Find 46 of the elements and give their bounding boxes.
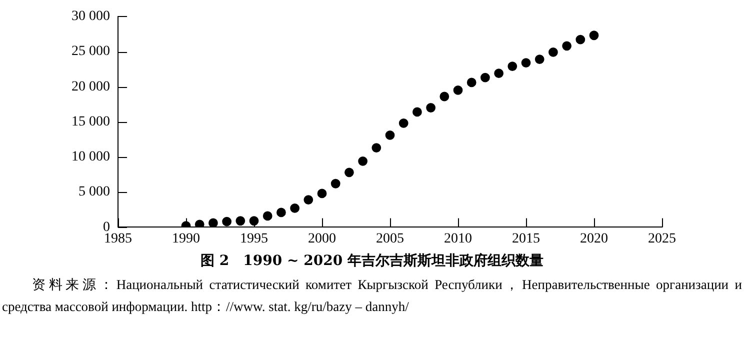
x-tick-label: 2020 <box>580 231 608 246</box>
point <box>236 216 246 226</box>
x-tick-label: 2015 <box>512 231 540 246</box>
point <box>304 195 314 204</box>
point <box>222 216 232 226</box>
text: 资料来源：Национальный статистический комитет Кыргызской Республики，Неправительственные организации и средства массовой информации. http：//www. stat. kg/ru/bazy – dannyh/ <box>1 276 743 316</box>
point <box>426 103 436 112</box>
text: 图 2 1990 ~ 2020 年吉尔吉斯斯坦非政府组织数量 <box>200 252 544 270</box>
point <box>412 107 422 117</box>
x-tick-label: 2010 <box>444 231 472 246</box>
point <box>330 178 340 188</box>
point <box>521 58 531 68</box>
point <box>398 118 408 128</box>
point <box>576 34 586 44</box>
point <box>480 72 490 82</box>
point <box>262 211 272 221</box>
point <box>466 78 476 88</box>
point <box>494 68 504 78</box>
point <box>440 92 450 102</box>
x-tick-label: 2000 <box>308 231 336 246</box>
y-tick-label: 25 000 <box>72 44 110 60</box>
point <box>453 85 463 95</box>
x-tick-label: 1990 <box>172 231 200 246</box>
point <box>358 156 368 166</box>
point <box>385 130 395 140</box>
x-tick-label: 2025 <box>648 231 676 246</box>
x-tick-label: 1995 <box>240 231 268 246</box>
point <box>562 41 572 51</box>
point <box>589 30 599 40</box>
point <box>344 168 354 178</box>
y-tick-label: 30 000 <box>72 9 110 24</box>
point <box>194 220 204 228</box>
y-tick-label: 15 000 <box>72 114 110 130</box>
x-tick-label: 2005 <box>376 231 404 246</box>
point <box>508 62 518 71</box>
point <box>548 48 558 57</box>
x-tick-label: 1985 <box>104 231 132 246</box>
point <box>208 218 218 228</box>
point <box>290 204 300 213</box>
point <box>276 208 286 218</box>
y-tick-label: 10 000 <box>72 150 110 165</box>
y-tick-label: 5 000 <box>78 184 110 200</box>
point <box>372 143 382 152</box>
point <box>317 188 327 198</box>
y-tick-label: 20 000 <box>72 79 110 94</box>
point <box>534 54 544 64</box>
